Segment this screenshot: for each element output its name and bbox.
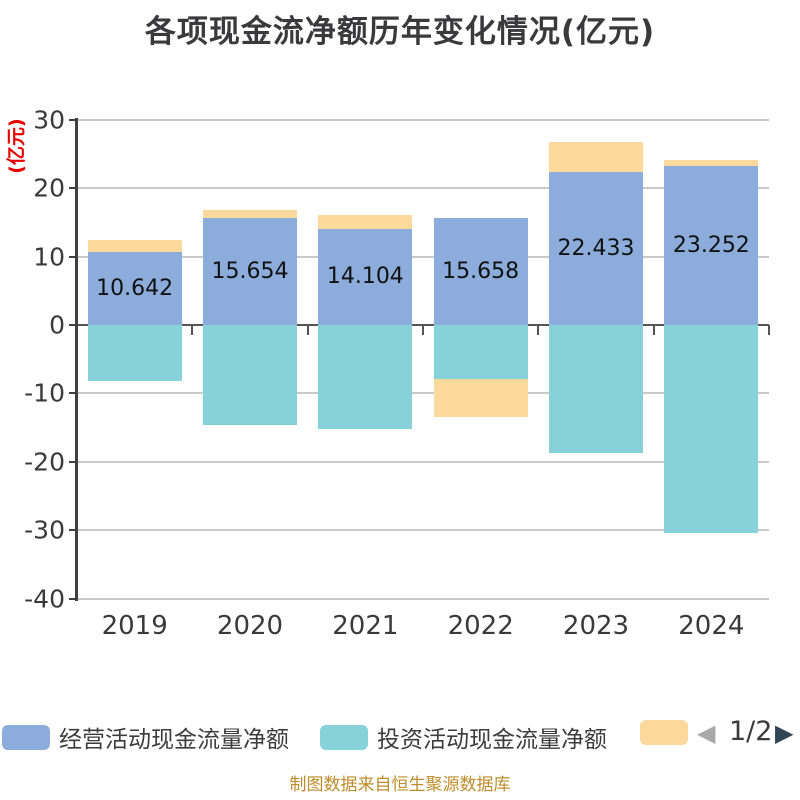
bar-series3-2022[interactable]	[433, 379, 528, 418]
y-axis-tick	[69, 324, 77, 326]
bar-operating-2022[interactable]	[433, 217, 528, 325]
gridline	[77, 392, 769, 395]
bar-operating-2024[interactable]	[664, 165, 759, 325]
bar-investing-2022[interactable]	[433, 325, 528, 380]
bar-operating-2019[interactable]	[87, 252, 182, 325]
y-axis-tick-label: -30	[24, 515, 65, 545]
bar-investing-2019[interactable]	[87, 325, 182, 382]
legend-pager-text: 1/2	[729, 716, 773, 747]
bar-operating-2021[interactable]	[318, 228, 413, 325]
bar-series3-2020[interactable]	[203, 209, 297, 218]
x-axis-label-2022: 2022	[447, 611, 514, 641]
x-axis-tick	[537, 325, 540, 335]
legend-label-operating: 经营活动现金流量净额	[59, 727, 289, 753]
y-axis-tick	[69, 597, 77, 600]
legend-label-investing: 投资活动现金流量净额	[377, 727, 607, 753]
y-axis-tick	[69, 118, 77, 121]
bar-operating-2023[interactable]	[549, 171, 643, 325]
x-axis-label-2021: 2021	[332, 611, 399, 641]
y-axis-tick-label: 10	[33, 242, 65, 272]
legend-swatch-operating	[2, 724, 50, 750]
y-axis-tick	[69, 529, 77, 532]
bar-value-label: 22.433	[557, 235, 635, 261]
legend-swatch-series3	[640, 720, 688, 745]
y-axis-tick	[69, 255, 77, 258]
legend-pager-prev-icon[interactable]: ◀	[697, 719, 716, 747]
bar-series3-2023[interactable]	[549, 142, 643, 172]
bar-operating-2020[interactable]	[203, 217, 297, 325]
legend-swatch-investing	[320, 724, 368, 750]
y-axis-tick-label: -40	[24, 584, 65, 614]
y-axis-tick	[69, 187, 77, 190]
x-axis-tick	[191, 325, 194, 335]
x-axis-tick	[768, 325, 770, 335]
gridline	[77, 529, 769, 532]
bar-value-label: 10.642	[96, 276, 174, 302]
y-axis-tick-label: 30	[33, 105, 65, 135]
bar-investing-2021[interactable]	[318, 325, 413, 429]
gridline	[77, 460, 769, 463]
legend-pager-next-icon[interactable]: ▶	[775, 719, 794, 747]
bar-investing-2023[interactable]	[549, 325, 643, 453]
y-axis-tick-label: 20	[33, 173, 65, 203]
bar-value-label: 14.104	[326, 264, 404, 290]
y-axis-line	[75, 118, 78, 601]
x-axis-label-2023: 2023	[562, 611, 630, 641]
y-axis-tick-label: -10	[24, 378, 65, 408]
bar-investing-2024[interactable]	[664, 325, 759, 533]
bar-series3-2019[interactable]	[87, 239, 182, 253]
x-axis-tick	[306, 325, 309, 335]
legend-item-series3[interactable]	[640, 720, 697, 745]
x-axis-tick	[652, 325, 655, 335]
gridline	[77, 597, 769, 600]
bar-series3-2021[interactable]	[318, 214, 413, 229]
x-axis-label-2019: 2019	[101, 611, 168, 641]
chart-source-note: 制图数据来自恒生聚源数据库	[289, 775, 511, 795]
legend-item-investing[interactable]: 投资活动现金流量净额	[320, 720, 607, 754]
bar-investing-2020[interactable]	[203, 325, 297, 425]
x-axis-label-2020: 2020	[216, 611, 284, 641]
bar-value-label: 23.252	[672, 232, 750, 258]
legend-item-operating[interactable]: 经营活动现金流量净额	[2, 720, 289, 754]
y-axis-tick-label: -20	[24, 447, 65, 477]
y-axis-tick-label: 0	[49, 310, 65, 340]
bar-value-label: 15.658	[442, 258, 520, 284]
gridline	[77, 255, 769, 258]
chart-title: 各项现金流净额历年变化情况(亿元)	[144, 14, 656, 50]
bar-value-label: 15.654	[211, 258, 289, 284]
x-axis-label-2024: 2024	[678, 611, 745, 641]
y-axis-tick	[69, 460, 77, 463]
x-axis-tick	[422, 325, 424, 335]
gridline	[77, 118, 769, 121]
gridline	[77, 187, 769, 190]
y-axis-tick	[69, 392, 77, 395]
bar-series3-2024[interactable]	[664, 160, 759, 166]
